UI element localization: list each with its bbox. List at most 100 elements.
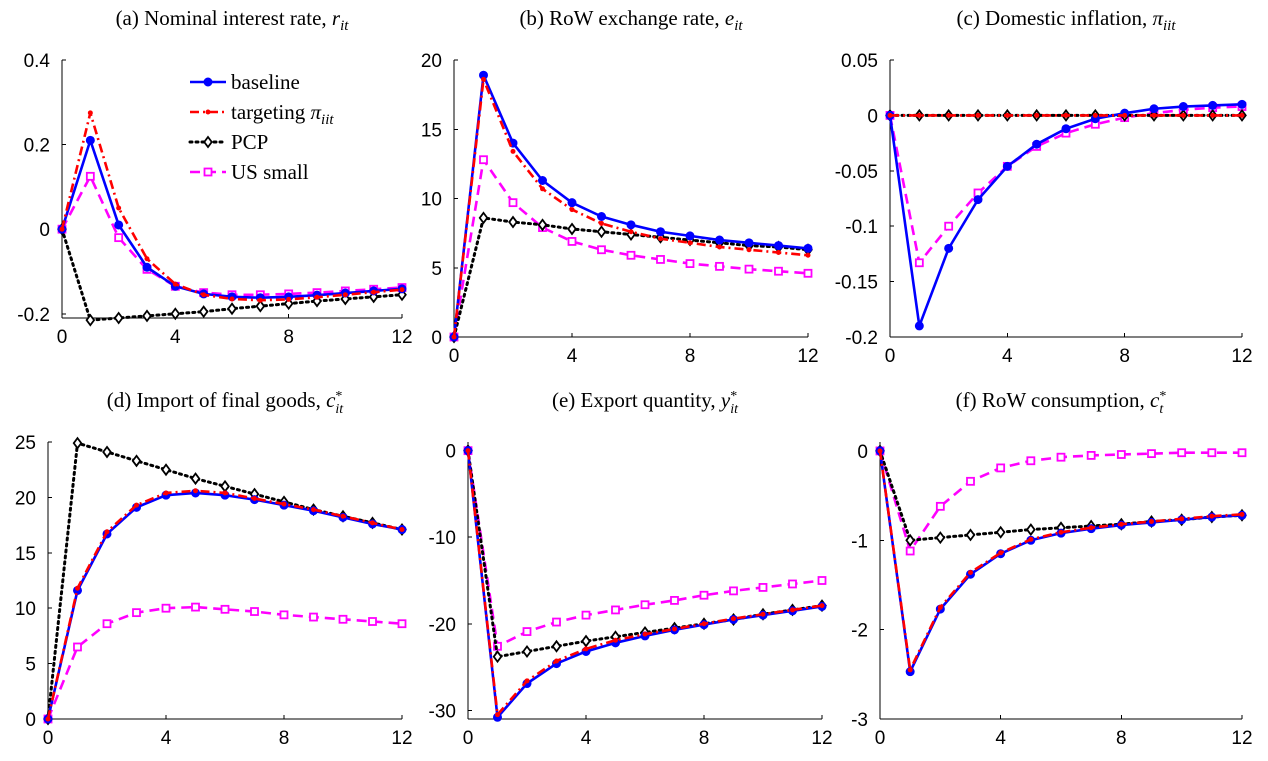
- panel-b-title: (b) RoW exchange rate, eit: [519, 6, 743, 34]
- data-point-targeting: [75, 585, 80, 591]
- data-point-targeting: [1122, 112, 1128, 118]
- legend-marker-us_small: [203, 167, 213, 177]
- data-point-targeting: [1179, 516, 1185, 522]
- panel-d: (d) Import of final goods, c* it 0 4 8 12 0 5 10…: [15, 388, 413, 749]
- legend-label-pcp: PCP: [231, 130, 268, 154]
- y-tick-label: 0.2: [24, 136, 50, 157]
- data-point-targeting: [1034, 112, 1040, 118]
- data-point-us_small: [191, 602, 200, 612]
- data-point-pcp: [190, 472, 201, 486]
- data-point-us_small: [1026, 456, 1036, 466]
- data-point-us_small: [803, 268, 813, 278]
- data-point-us_small: [397, 619, 407, 629]
- data-point-targeting: [1239, 511, 1245, 517]
- data-point-targeting: [1028, 536, 1034, 542]
- data-point-targeting: [687, 240, 693, 246]
- y-tick-label: 0: [431, 328, 442, 349]
- y-tick-label: 0: [25, 710, 36, 731]
- data-point-us_small: [611, 605, 620, 615]
- data-point-us_small: [788, 579, 797, 589]
- data-point-targeting: [1180, 112, 1186, 118]
- x-tick-label: 12: [391, 327, 412, 348]
- data-point-pcp: [567, 222, 577, 236]
- data-point-pcp: [85, 313, 96, 327]
- y-tick-label: -2: [851, 621, 868, 642]
- series-line-baseline: [466, 450, 823, 719]
- series-us_small: [57, 171, 407, 300]
- data-point-us_small: [744, 264, 754, 274]
- data-point-targeting: [877, 448, 883, 454]
- x-tick-label: 8: [685, 346, 696, 367]
- data-point-pcp: [170, 307, 181, 321]
- x-tick-label: 8: [1116, 728, 1127, 749]
- data-point-baseline: [114, 220, 124, 230]
- data-point-us_small: [715, 261, 724, 271]
- data-point-targeting: [286, 296, 292, 302]
- data-point-us_small: [522, 627, 532, 636]
- data-point-targeting: [937, 604, 943, 610]
- data-point-baseline: [1208, 100, 1218, 110]
- data-point-pcp: [220, 479, 230, 493]
- data-point-targeting: [465, 448, 471, 454]
- legend-marker-baseline: [203, 77, 213, 87]
- data-point-us_small: [73, 642, 82, 652]
- y-tick-label: 5: [25, 655, 36, 676]
- x-tick-label: 8: [1119, 346, 1130, 367]
- data-point-us_small: [85, 171, 95, 181]
- data-point-targeting: [642, 631, 648, 637]
- data-point-pcp: [537, 218, 548, 232]
- data-point-us_small: [1177, 448, 1187, 458]
- data-point-us_small: [914, 258, 924, 268]
- data-point-us_small: [1207, 448, 1217, 458]
- y-tick-label: 20: [421, 51, 442, 72]
- data-point-targeting: [281, 501, 287, 507]
- x-tick-label: 12: [391, 728, 412, 749]
- data-point-baseline: [944, 243, 954, 253]
- data-point-targeting: [554, 658, 559, 664]
- data-point-targeting: [975, 112, 981, 118]
- data-point-us_small: [817, 576, 827, 585]
- series-baseline: [449, 70, 813, 342]
- data-point-pcp: [283, 297, 294, 311]
- panel-c: (c) Domestic inflation, πiit 0 4 8 12 -0.2 -0.…: [835, 6, 1253, 367]
- series-targeting: [451, 76, 811, 340]
- data-point-targeting: [1118, 521, 1124, 527]
- data-point-baseline: [85, 135, 95, 145]
- data-point-targeting: [59, 226, 65, 232]
- series-line-targeting: [46, 489, 403, 720]
- data-point-baseline: [685, 231, 695, 241]
- y-tick-label: -1: [851, 531, 868, 552]
- legend-label-targeting: targeting πiit: [231, 100, 334, 128]
- data-point-targeting: [998, 550, 1004, 556]
- series-line-us_small: [60, 175, 403, 297]
- y-tick-label: -20: [429, 615, 456, 636]
- data-point-targeting: [87, 110, 93, 116]
- data-point-us_small: [102, 619, 112, 629]
- y-tick-label: -0.2: [845, 328, 878, 349]
- data-point-us_small: [368, 617, 377, 626]
- data-point-us_small: [250, 607, 259, 616]
- data-point-targeting: [1210, 112, 1216, 118]
- data-point-us_small: [309, 612, 318, 622]
- data-point-targeting: [104, 529, 110, 535]
- data-point-targeting: [399, 527, 405, 533]
- data-point-us_small: [774, 266, 783, 276]
- data-point-baseline: [715, 235, 724, 245]
- x-tick-label: 12: [797, 346, 818, 367]
- data-point-targeting: [370, 520, 375, 526]
- data-point-us_small: [567, 237, 577, 246]
- x-tick-label: 4: [995, 728, 1006, 749]
- data-point-pcp: [198, 305, 209, 319]
- data-point-us_small: [944, 221, 954, 231]
- data-point-pcp: [965, 528, 976, 542]
- x-tick-label: 12: [1231, 728, 1252, 749]
- data-point-us_small: [758, 583, 768, 592]
- data-point-baseline: [626, 220, 636, 230]
- data-point-targeting: [172, 281, 178, 287]
- data-point-targeting: [968, 569, 973, 575]
- series-pcp: [43, 436, 407, 726]
- y-tick-label: 0.4: [24, 51, 51, 72]
- x-tick-label: 4: [170, 327, 181, 348]
- x-tick-label: 4: [567, 346, 578, 367]
